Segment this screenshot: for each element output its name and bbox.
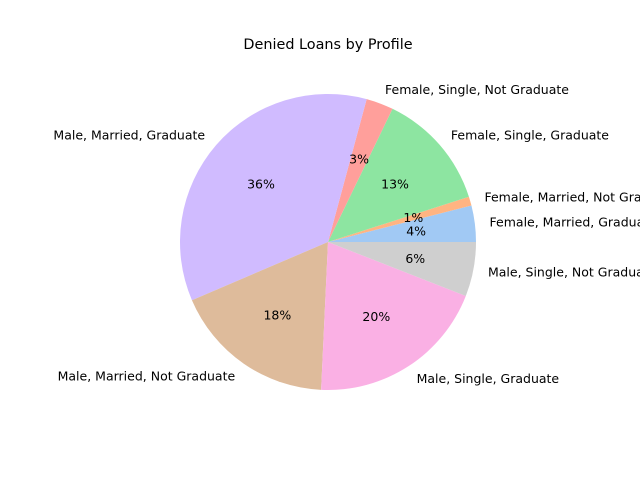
- slice-percent-label: 36%: [247, 176, 275, 191]
- pie-slice: [328, 205, 476, 242]
- slice-category-label: Male, Married, Graduate: [53, 128, 205, 143]
- pie-slice: [321, 242, 466, 390]
- chart-title: Denied Loans by Profile: [243, 37, 412, 53]
- slice-category-label: Male, Married, Not Graduate: [58, 368, 236, 383]
- slice-category-label: Female, Single, Not Graduate: [385, 82, 569, 97]
- slice-percent-label: 3%: [349, 151, 369, 166]
- pie-slices: [180, 93, 476, 390]
- slice-percent-label: 20%: [362, 309, 390, 324]
- slice-category-label: Female, Married, Graduate: [490, 214, 640, 229]
- slice-category-label: Female, Married, Not Graduate: [484, 190, 640, 205]
- pie-slice: [328, 196, 472, 242]
- pie-slice: [191, 242, 328, 390]
- slice-percent-label: 4%: [406, 223, 426, 238]
- slice-percent-label: 1%: [403, 210, 423, 225]
- slice-category-label: Female, Single, Graduate: [451, 128, 609, 143]
- pie-slice: [328, 108, 469, 242]
- slice-percent-label: 6%: [405, 251, 425, 266]
- pie-slice: [328, 242, 476, 296]
- slice-percent-label: 18%: [263, 307, 291, 322]
- pie-slice: [328, 99, 393, 242]
- slice-category-label: Male, Single, Not Graduate: [488, 265, 640, 280]
- pie-slice: [180, 93, 367, 301]
- percent-labels: 4%1% 13% 3% 36% 18% 20% 6%: [247, 151, 426, 324]
- slice-labels: Female, Married, Graduate Female, Married…: [53, 82, 640, 386]
- slice-category-label: Male, Single, Graduate: [417, 371, 560, 386]
- slice-percent-label: 13%: [381, 176, 409, 191]
